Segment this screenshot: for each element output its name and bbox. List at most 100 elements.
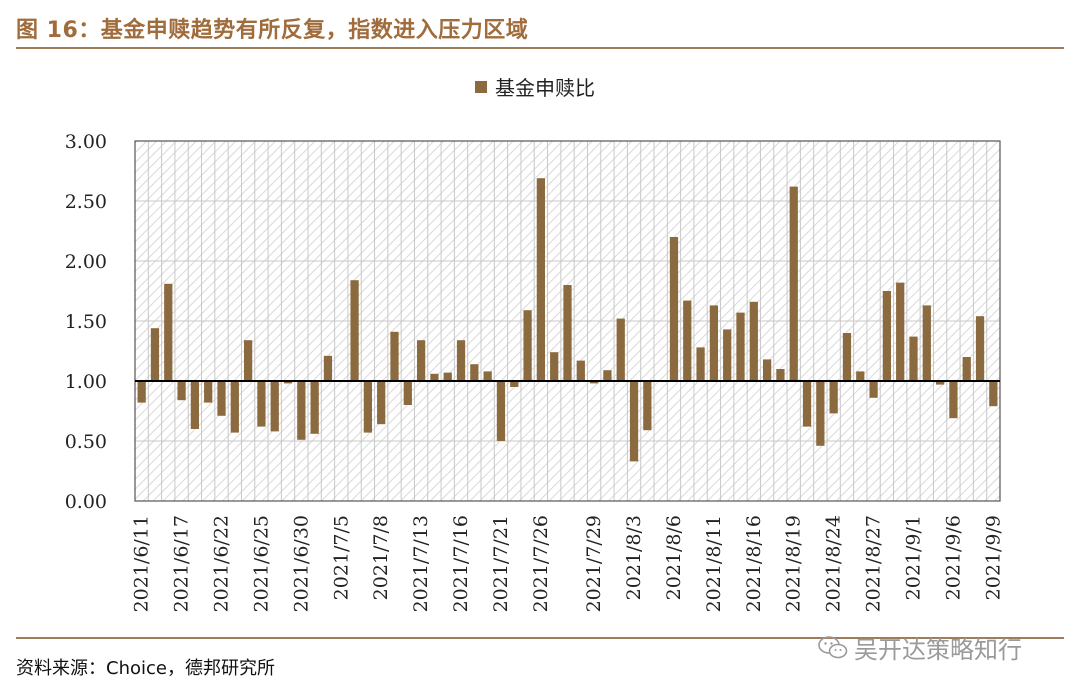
bar <box>669 237 679 381</box>
bar <box>762 359 772 381</box>
x-tick-label: 2021/9/6 <box>942 515 964 600</box>
x-tick-label: 2021/9/1 <box>903 515 925 600</box>
bar <box>137 381 146 403</box>
bar <box>204 381 213 403</box>
x-tick-label: 2021/6/22 <box>211 515 233 612</box>
x-tick-label: 2021/7/13 <box>410 515 432 612</box>
x-tick-label: 2021/8/16 <box>743 515 765 612</box>
y-tick-label: 1.00 <box>65 371 107 393</box>
bar <box>922 305 931 381</box>
x-tick-label: 2021/6/25 <box>250 515 272 612</box>
bar <box>390 331 399 381</box>
bar <box>323 355 333 381</box>
bar <box>150 328 160 381</box>
bar <box>416 340 426 381</box>
x-tick-label: 2021/9/9 <box>982 515 1004 600</box>
bar <box>603 370 612 381</box>
bar <box>869 381 878 398</box>
x-tick-label: 2021/7/5 <box>330 515 352 600</box>
bar <box>257 381 266 427</box>
legend-swatch <box>475 81 487 93</box>
bar <box>736 312 745 381</box>
bar <box>563 285 572 381</box>
bar <box>230 381 239 433</box>
bar <box>709 305 719 381</box>
bar <box>989 381 998 407</box>
x-tick-label: 2021/6/11 <box>131 515 153 612</box>
bar <box>164 283 173 381</box>
bar <box>536 178 546 381</box>
bar <box>962 357 971 381</box>
x-tick-label: 2021/6/17 <box>171 515 193 612</box>
axes <box>134 140 1001 502</box>
bar <box>643 381 652 431</box>
source-note: 资料来源：Choice，德邦研究所 <box>16 658 275 679</box>
bar <box>696 347 705 381</box>
x-tick-label: 2021/7/8 <box>370 515 392 600</box>
bar <box>483 371 492 381</box>
bar <box>510 381 519 387</box>
y-axis-ticks: 0.00 0.50 1.00 1.50 2.00 2.50 3.00 <box>65 131 107 513</box>
x-tick-label: 2021/7/29 <box>583 515 605 612</box>
bar <box>297 381 306 440</box>
bar <box>842 333 852 381</box>
bar <box>576 360 585 381</box>
watermark-text: 吴开达策略知行 <box>854 636 1022 664</box>
bar <box>350 280 359 381</box>
bar <box>470 364 479 381</box>
x-tick-label: 2021/8/6 <box>663 515 685 600</box>
y-tick-label: 0.50 <box>65 431 107 453</box>
bar <box>776 369 785 381</box>
bar <box>882 291 892 381</box>
y-tick-label: 1.50 <box>65 311 107 333</box>
bar <box>816 381 825 446</box>
bar <box>909 336 918 381</box>
bar <box>550 352 559 381</box>
bars <box>137 178 998 462</box>
title-divider <box>16 47 1064 49</box>
bar <box>856 371 865 381</box>
bar <box>683 300 692 381</box>
watermark: 吴开达策略知行 <box>818 630 1022 665</box>
plot-border <box>134 140 1001 502</box>
bar <box>243 340 253 381</box>
bar <box>377 381 386 425</box>
bar <box>749 301 758 381</box>
bar <box>270 381 279 432</box>
y-tick-label: 3.00 <box>65 131 107 153</box>
x-tick-label: 2021/8/24 <box>823 515 845 612</box>
y-tick-label: 2.00 <box>65 251 107 273</box>
y-tick-label: 0.00 <box>65 491 107 513</box>
x-tick-label: 2021/8/27 <box>863 515 885 612</box>
bar <box>523 310 532 381</box>
x-tick-label: 2021/8/19 <box>783 515 805 612</box>
bar <box>283 381 293 384</box>
legend-label: 基金申赎比 <box>495 76 595 100</box>
bar <box>789 186 798 381</box>
bar <box>443 372 452 381</box>
x-tick-label: 2021/8/3 <box>623 515 645 600</box>
bar <box>430 373 439 381</box>
figure-title: 图 16：基金申赎趋势有所反复，指数进入压力区域 <box>16 18 529 43</box>
bar <box>363 381 373 433</box>
bar <box>403 381 412 405</box>
bar <box>723 329 732 381</box>
wechat-icon <box>818 635 848 658</box>
y-tick-label: 2.50 <box>65 191 107 213</box>
bar <box>896 282 905 381</box>
bar <box>975 316 985 381</box>
bar <box>217 381 226 416</box>
x-tick-label: 2021/8/11 <box>703 515 725 612</box>
bar <box>177 381 186 401</box>
x-tick-label: 2021/7/21 <box>490 515 512 612</box>
legend: 基金申赎比 <box>475 76 595 100</box>
bar <box>190 381 200 429</box>
bar <box>496 381 506 441</box>
bar <box>935 381 945 385</box>
bar <box>456 340 466 381</box>
source-divider <box>16 637 1064 639</box>
x-axis-ticks: 2021/6/11 2021/6/17 2021/6/22 2021/6/25 2021… <box>131 515 1005 612</box>
bar <box>616 318 625 381</box>
bar <box>802 381 812 427</box>
